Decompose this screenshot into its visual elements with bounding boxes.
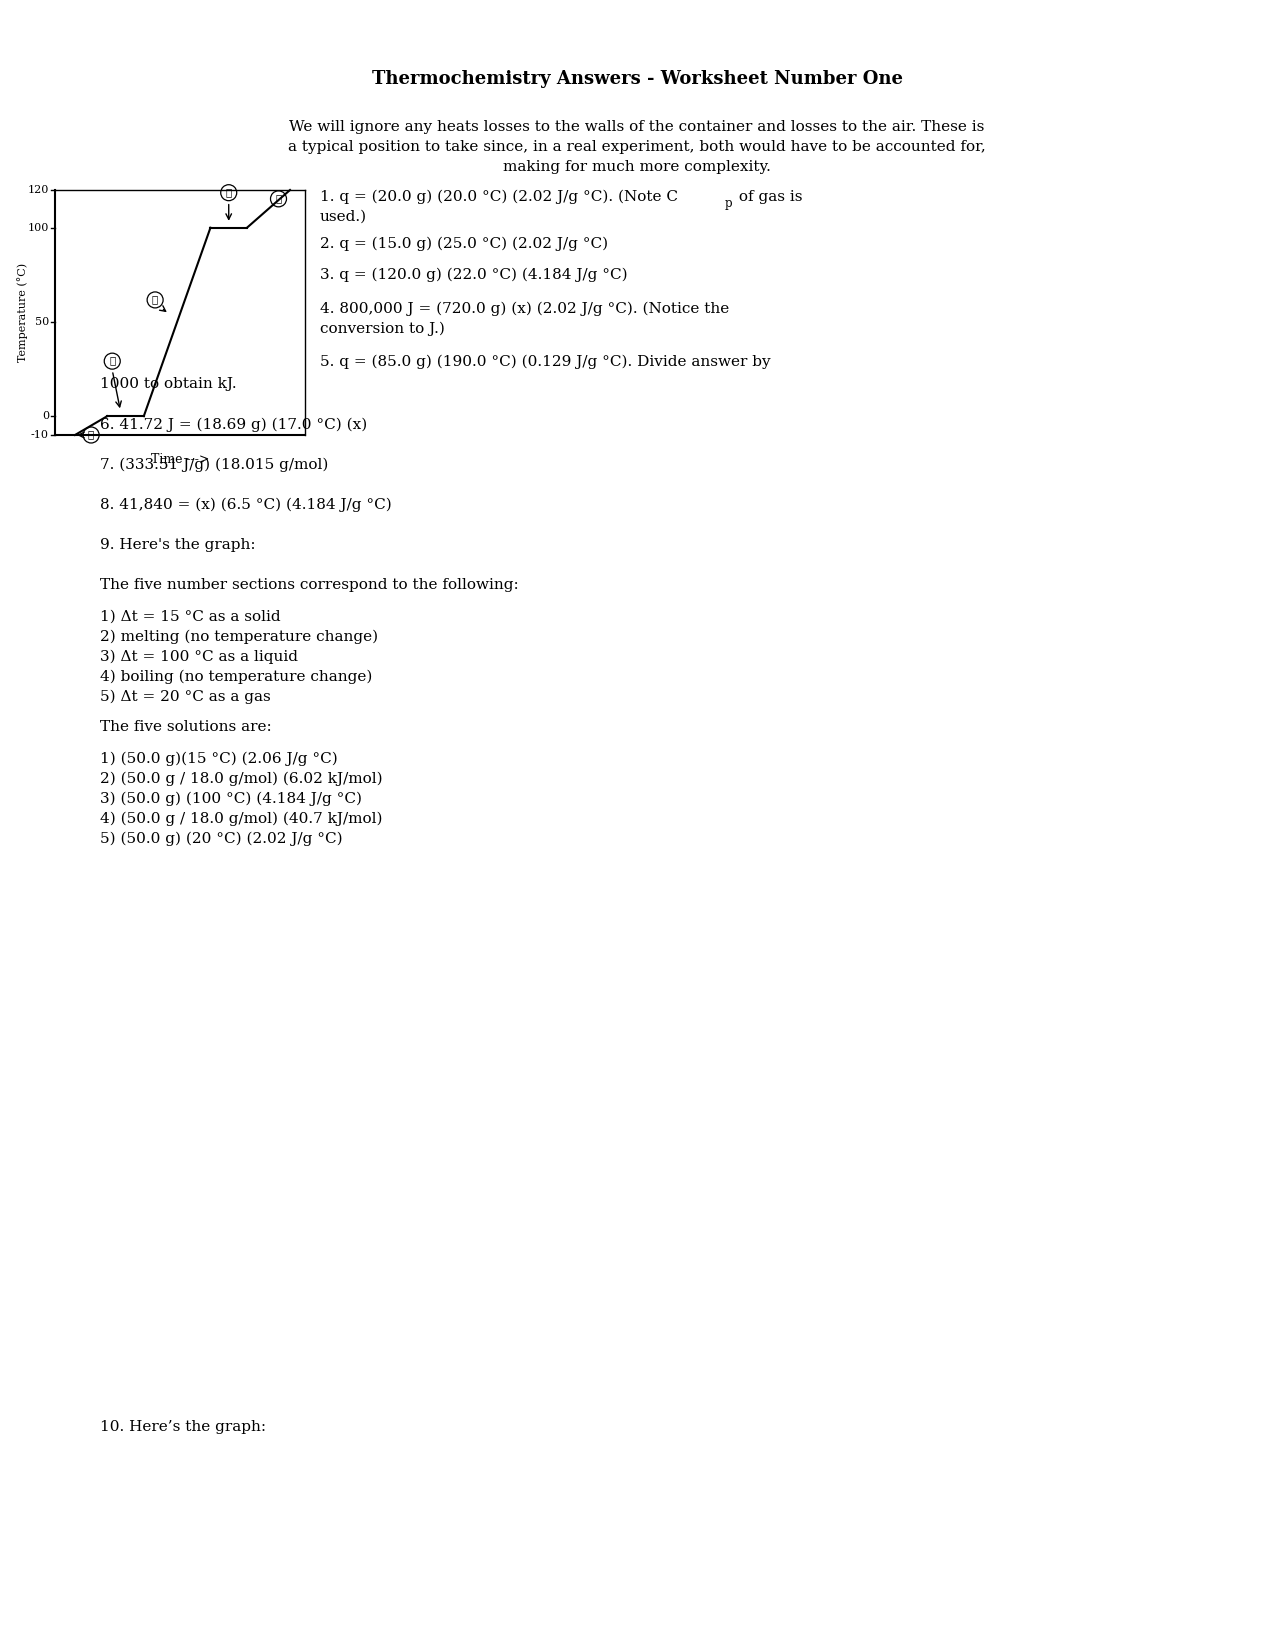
Text: ③: ③	[152, 295, 158, 304]
Text: 4) (50.0 g / 18.0 g/mol) (40.7 kJ/mol): 4) (50.0 g / 18.0 g/mol) (40.7 kJ/mol)	[99, 812, 382, 827]
Text: 5. q = (85.0 g) (190.0 °C) (0.129 J/g °C). Divide answer by: 5. q = (85.0 g) (190.0 °C) (0.129 J/g °C…	[320, 355, 770, 370]
Text: a typical position to take since, in a real experiment, both would have to be ac: a typical position to take since, in a r…	[288, 140, 986, 153]
Text: Time --->: Time --->	[150, 454, 209, 465]
Text: 1000 to obtain kJ.: 1000 to obtain kJ.	[99, 376, 237, 391]
Text: ④: ④	[226, 188, 232, 198]
Text: Thermochemistry Answers - Worksheet Number One: Thermochemistry Answers - Worksheet Numb…	[371, 69, 903, 87]
Text: 120: 120	[28, 185, 48, 195]
Text: 1. q = (20.0 g) (20.0 °C) (2.02 J/g °C). (Note C: 1. q = (20.0 g) (20.0 °C) (2.02 J/g °C).…	[320, 190, 678, 205]
Text: ②: ②	[110, 356, 115, 366]
Text: 5) Δt = 20 °C as a gas: 5) Δt = 20 °C as a gas	[99, 690, 270, 705]
Text: 2. q = (15.0 g) (25.0 °C) (2.02 J/g °C): 2. q = (15.0 g) (25.0 °C) (2.02 J/g °C)	[320, 238, 608, 251]
Text: 7. (333.51 J/g) (18.015 g/mol): 7. (333.51 J/g) (18.015 g/mol)	[99, 459, 329, 472]
Text: 8. 41,840 = (x) (6.5 °C) (4.184 J/g °C): 8. 41,840 = (x) (6.5 °C) (4.184 J/g °C)	[99, 498, 391, 513]
Text: 3. q = (120.0 g) (22.0 °C) (4.184 J/g °C): 3. q = (120.0 g) (22.0 °C) (4.184 J/g °C…	[320, 267, 627, 282]
Text: 3) (50.0 g) (100 °C) (4.184 J/g °C): 3) (50.0 g) (100 °C) (4.184 J/g °C)	[99, 792, 362, 807]
Text: p: p	[725, 196, 733, 210]
Text: ⑤: ⑤	[275, 195, 282, 203]
Text: 6. 41.72 J = (18.69 g) (17.0 °C) (x): 6. 41.72 J = (18.69 g) (17.0 °C) (x)	[99, 417, 367, 432]
Text: 2) melting (no temperature change): 2) melting (no temperature change)	[99, 630, 379, 645]
Text: 5) (50.0 g) (20 °C) (2.02 J/g °C): 5) (50.0 g) (20 °C) (2.02 J/g °C)	[99, 832, 343, 846]
Text: -10: -10	[31, 431, 48, 441]
Text: 100: 100	[28, 223, 48, 233]
Text: We will ignore any heats losses to the walls of the container and losses to the : We will ignore any heats losses to the w…	[289, 120, 984, 134]
Text: 9. Here's the graph:: 9. Here's the graph:	[99, 538, 255, 553]
Text: ①: ①	[88, 431, 94, 439]
Text: making for much more complexity.: making for much more complexity.	[504, 160, 771, 173]
Text: 10. Here’s the graph:: 10. Here’s the graph:	[99, 1421, 266, 1434]
Text: 50: 50	[34, 317, 48, 327]
Text: 4. 800,000 J = (720.0 g) (x) (2.02 J/g °C). (Notice the: 4. 800,000 J = (720.0 g) (x) (2.02 J/g °…	[320, 302, 729, 317]
Text: conversion to J.): conversion to J.)	[320, 322, 445, 337]
Text: 2) (50.0 g / 18.0 g/mol) (6.02 kJ/mol): 2) (50.0 g / 18.0 g/mol) (6.02 kJ/mol)	[99, 772, 382, 787]
Text: 3) Δt = 100 °C as a liquid: 3) Δt = 100 °C as a liquid	[99, 650, 298, 665]
Text: 1) Δt = 15 °C as a solid: 1) Δt = 15 °C as a solid	[99, 610, 280, 624]
Text: 1) (50.0 g)(15 °C) (2.06 J/g °C): 1) (50.0 g)(15 °C) (2.06 J/g °C)	[99, 752, 338, 766]
Text: Temperature (°C): Temperature (°C)	[18, 262, 28, 361]
Text: 0: 0	[42, 411, 48, 421]
Text: of gas is: of gas is	[734, 190, 802, 205]
Text: The five solutions are:: The five solutions are:	[99, 719, 272, 734]
Text: used.): used.)	[320, 210, 367, 224]
Text: 4) boiling (no temperature change): 4) boiling (no temperature change)	[99, 670, 372, 685]
Text: The five number sections correspond to the following:: The five number sections correspond to t…	[99, 578, 519, 592]
